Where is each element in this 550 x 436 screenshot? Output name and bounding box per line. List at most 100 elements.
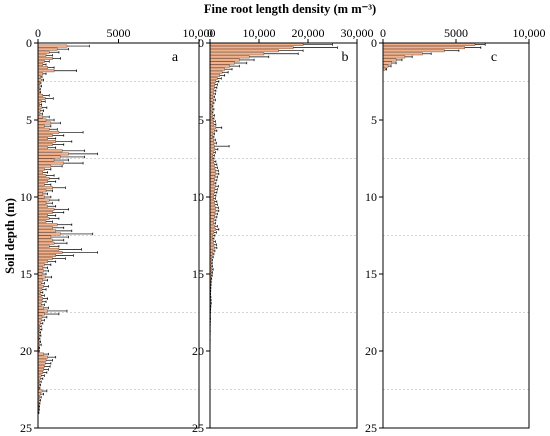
bar — [382, 43, 476, 46]
bar — [37, 50, 50, 54]
bar — [37, 217, 50, 220]
bar — [209, 209, 217, 213]
bar — [37, 361, 46, 365]
bar — [37, 352, 44, 356]
x-tick-label: 10,000 — [183, 26, 216, 40]
bar — [37, 269, 44, 273]
bar — [209, 227, 217, 231]
bar — [37, 149, 63, 153]
x-tick-label: 20,000 — [292, 26, 325, 40]
bar — [37, 284, 44, 288]
bar — [209, 67, 225, 71]
bar — [209, 224, 216, 228]
bar — [37, 137, 48, 140]
bar — [209, 92, 214, 96]
y-tick-label: 5 — [26, 113, 32, 127]
x-tick-label: 0 — [35, 26, 41, 40]
bar — [37, 210, 53, 214]
bar — [37, 161, 64, 165]
bar — [37, 232, 61, 236]
bar — [209, 83, 216, 87]
bar — [209, 70, 223, 74]
bar — [209, 58, 240, 62]
bar — [382, 52, 423, 56]
bar — [37, 309, 48, 313]
plot-frame — [209, 42, 358, 429]
y-tick-label: 15 — [20, 267, 32, 281]
bar — [37, 146, 48, 150]
bar — [209, 76, 218, 80]
bar — [37, 106, 43, 110]
bar — [37, 371, 44, 374]
bar — [209, 138, 214, 142]
bar — [37, 124, 45, 128]
bar — [37, 263, 45, 267]
bar — [37, 60, 45, 63]
x-tick-label: 5000 — [107, 26, 131, 40]
bar — [37, 133, 53, 137]
bar — [37, 260, 48, 264]
bar — [37, 204, 48, 208]
bar — [209, 147, 216, 151]
bar — [37, 47, 58, 51]
x-tick-label: 0 — [207, 26, 213, 40]
bar — [382, 58, 397, 62]
bar — [209, 215, 215, 219]
bar — [209, 64, 230, 68]
bar — [37, 278, 44, 282]
bar — [37, 155, 61, 159]
bar — [37, 238, 53, 242]
bar — [37, 177, 50, 180]
bar — [37, 174, 47, 177]
bar — [382, 61, 392, 65]
bar — [37, 275, 46, 279]
bar — [37, 235, 52, 239]
bar — [37, 140, 56, 143]
bar — [209, 187, 216, 191]
y-tick-label: 20 — [192, 344, 204, 358]
y-tick-label: 25 — [365, 421, 377, 435]
y-tick-label: 10 — [20, 190, 32, 204]
bar — [37, 241, 55, 245]
bar — [209, 46, 294, 50]
bar — [37, 223, 58, 227]
y-tick-label: 5 — [198, 113, 204, 127]
bar — [209, 89, 215, 93]
bar — [209, 129, 215, 133]
bar — [37, 44, 68, 48]
x-tick-label: 5000 — [444, 26, 468, 40]
bar — [37, 315, 43, 319]
bar — [37, 183, 45, 187]
y-tick-label: 5 — [371, 113, 377, 127]
bar — [209, 240, 214, 244]
bar — [382, 64, 389, 68]
bar — [37, 69, 55, 73]
bar — [37, 272, 43, 276]
bar — [209, 190, 215, 194]
bar — [37, 358, 47, 362]
bar — [37, 201, 47, 205]
bar — [209, 49, 279, 53]
bar — [37, 66, 48, 70]
bar — [209, 166, 216, 170]
bar — [209, 218, 215, 222]
y-tick-label: 20 — [20, 344, 32, 358]
bar — [37, 118, 47, 122]
bar — [37, 130, 60, 134]
bar — [209, 178, 215, 182]
bar — [209, 212, 216, 216]
y-tick-label: 0 — [371, 36, 377, 50]
bar — [209, 120, 214, 123]
bar — [37, 226, 53, 230]
y-tick-label: 10 — [365, 190, 377, 204]
bar — [37, 257, 53, 261]
x-tick-label: 30,000 — [341, 26, 374, 40]
y-tick-label: 15 — [192, 267, 204, 281]
bar — [209, 194, 215, 197]
bar — [37, 312, 45, 316]
bar — [209, 123, 215, 127]
bar — [209, 73, 221, 77]
bar — [37, 63, 44, 66]
